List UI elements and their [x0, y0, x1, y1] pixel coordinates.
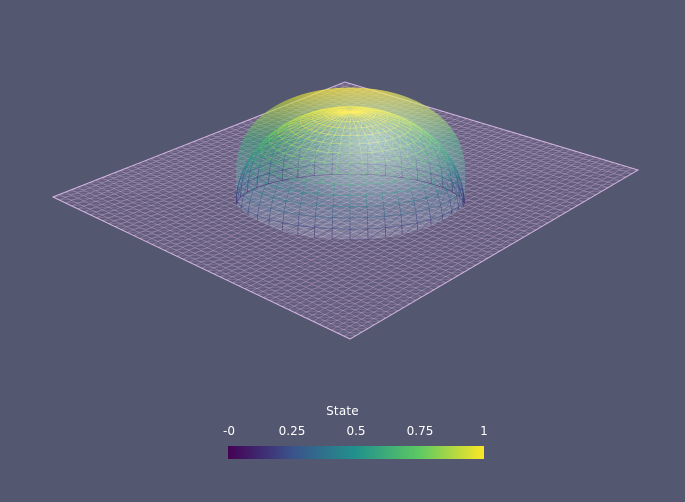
colorbar-tick-label: 0.25 [278, 424, 306, 438]
colorbar-tick-label: 0.5 [346, 424, 366, 438]
colorbar-tick-label: 0.75 [406, 424, 434, 438]
colorbar-title: State [326, 404, 359, 418]
colorbar-gradient [228, 446, 484, 459]
colorbar-tick-label: -0 [223, 424, 235, 438]
dome-surface [236, 87, 465, 240]
colorbar-tick-label: 1 [480, 424, 488, 438]
